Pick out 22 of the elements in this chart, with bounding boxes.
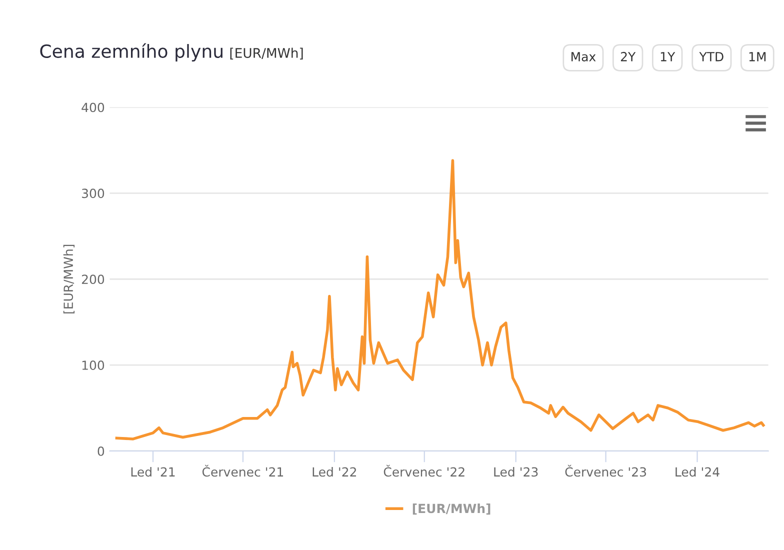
- y-tick-label: 100: [82, 360, 104, 370]
- x-tick-label: Červenec '23: [565, 464, 646, 477]
- x-tick-label: Led '23: [494, 466, 538, 477]
- chart-subtitle: [EUR/MWh]: [230, 48, 303, 60]
- y-tick-label: 400: [82, 102, 104, 112]
- y-axis-title: [EUR/MWh]: [63, 244, 75, 314]
- text: Max: [572, 52, 596, 62]
- text: 2Y: [620, 52, 636, 62]
- text: 1M: [749, 52, 766, 62]
- y-tick-label: 300: [82, 188, 104, 198]
- x-tick-label: Červenec '22: [384, 464, 464, 477]
- x-tick-label: Led '22: [312, 466, 356, 477]
- legend-label: [EUR/MWh]: [412, 504, 490, 515]
- x-tick-label: Led '24: [676, 466, 720, 477]
- text: YTD: [699, 52, 724, 62]
- text: 1Y: [660, 52, 676, 62]
- line-series: [115, 159, 765, 440]
- y-tick-label: 0: [98, 446, 104, 456]
- y-tick-label: 200: [82, 274, 104, 284]
- x-tick-label: Červenec '21: [202, 464, 284, 477]
- x-tick-label: Led '21: [131, 466, 175, 477]
- chart-title: Cena zemního plynu: [40, 43, 222, 62]
